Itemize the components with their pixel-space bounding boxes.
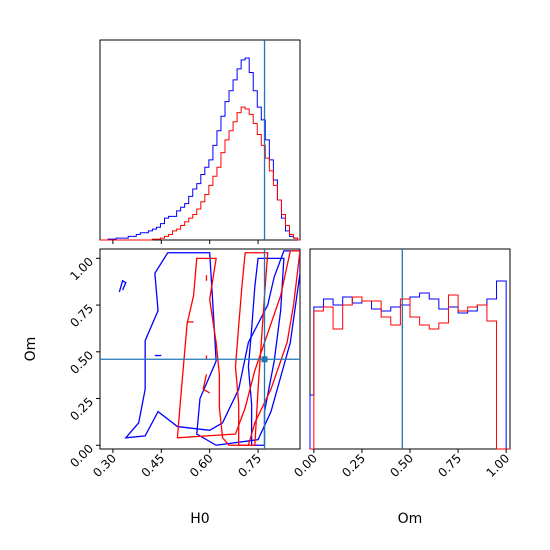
om-histogram-panel: 0.00 0.25 0.50 0.75 1.00 Om	[291, 248, 512, 527]
x-axis-label-om: Om	[398, 511, 423, 527]
red-om-histogram	[310, 294, 510, 450]
om-x-tick-label-1: 0.25	[339, 451, 368, 480]
y-tick-label-1: 0.25	[67, 395, 96, 424]
blue-h0-histogram	[100, 57, 300, 241]
x-tick-label-2: 0.60	[187, 451, 216, 480]
om-x-tick-label-3: 0.75	[435, 451, 464, 480]
y-tick-label-0: 0.00	[67, 441, 96, 470]
red-inner-contour	[234, 252, 269, 446]
om-histogram-frame	[309, 248, 511, 450]
h0-histogram-frame	[99, 39, 301, 241]
red-h0-histogram	[100, 106, 300, 241]
om-x-tick-label-2: 0.50	[387, 451, 416, 480]
joint-contours	[118, 250, 300, 446]
y-tick-label-3: 0.75	[67, 301, 96, 330]
joint-frame	[99, 248, 301, 450]
blue-contour-fragment-0	[118, 279, 127, 293]
y-tick-label-4: 1.00	[67, 255, 96, 284]
om-x-tick-label-4: 1.00	[483, 451, 512, 480]
y-axis-label-om: Om	[23, 337, 39, 362]
x-axis-label-h0: H0	[190, 511, 209, 527]
h0-om-contour-panel: 0.30 0.45 0.60 0.75 0.00 0.25 0.50 0.75 1.00 H0 Om	[23, 248, 301, 527]
h0-histogram-panel	[99, 39, 301, 244]
om-x-tick-label-0: 0.00	[291, 451, 320, 480]
red-contour-fragment-5	[202, 374, 211, 394]
blue-outer-contour	[124, 250, 300, 446]
x-tick-label-1: 0.45	[139, 451, 168, 480]
x-tick-label-3: 0.75	[235, 451, 264, 480]
truth-marker	[261, 356, 268, 363]
x-tick-label-0: 0.30	[90, 451, 119, 480]
y-tick-label-2: 0.50	[67, 348, 96, 377]
red-outer-contour	[176, 250, 300, 446]
